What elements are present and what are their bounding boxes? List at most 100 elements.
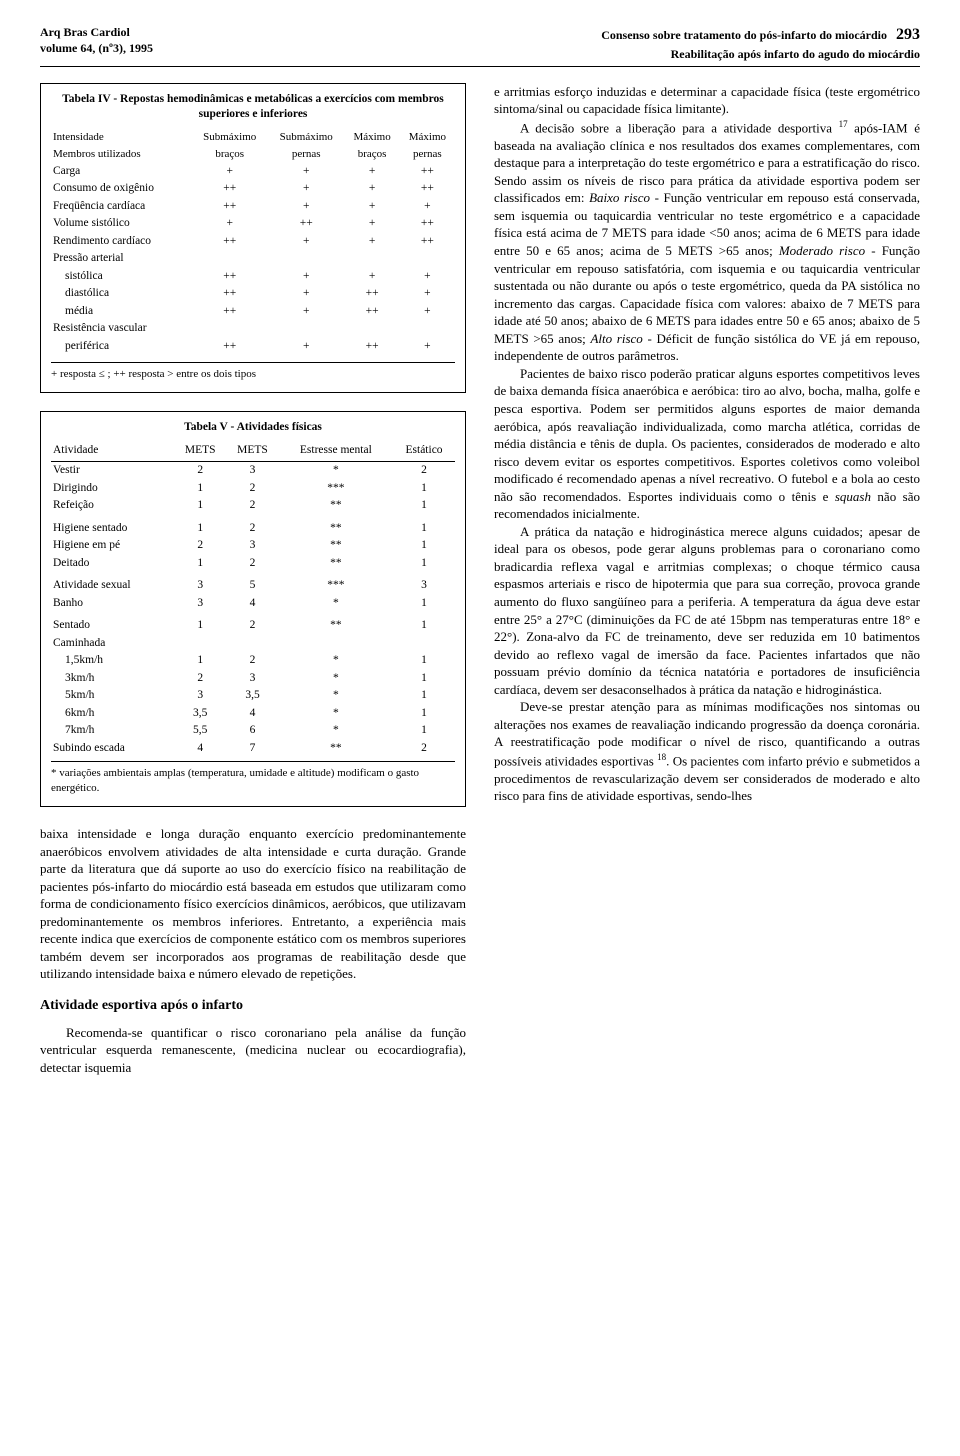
t5-h: METS xyxy=(226,442,278,462)
t5-h: Estresse mental xyxy=(279,442,393,462)
row-label: Carga xyxy=(51,163,191,181)
row-label: sistólica xyxy=(51,268,191,286)
page-number: 293 xyxy=(896,26,920,43)
header-left: Arq Bras Cardiol volume 64, (nº3), 1995 xyxy=(40,24,153,62)
row-label: Atividade sexual xyxy=(51,572,174,595)
row-label: média xyxy=(51,303,191,321)
cell: ++ xyxy=(191,233,268,251)
t4-h: Membros utilizados xyxy=(51,146,191,163)
rp3-squash: squash xyxy=(835,489,871,504)
cell: ** xyxy=(279,612,393,635)
right-column: e arritmias esforço induzidas e determin… xyxy=(494,83,920,1077)
journal-name: Arq Bras Cardiol xyxy=(40,24,153,40)
cell: + xyxy=(400,268,455,286)
table-row: 7km/h5,56*1 xyxy=(51,722,455,740)
cell: ++ xyxy=(400,163,455,181)
section-heading-sport: Atividade esportiva após o infarto xyxy=(40,997,466,1016)
table-5-header-row: Atividade METS METS Estresse mental Está… xyxy=(51,442,455,462)
table-row: Refeição12**1 xyxy=(51,497,455,515)
cell: + xyxy=(400,198,455,216)
cell: *** xyxy=(279,480,393,498)
cell: 3 xyxy=(393,572,455,595)
cell: 4 xyxy=(226,595,278,613)
cell: + xyxy=(344,268,399,286)
cell: * xyxy=(279,705,393,723)
t5-h: METS xyxy=(174,442,226,462)
cell: 4 xyxy=(226,705,278,723)
t4-h: Submáximo xyxy=(191,129,268,146)
rp3-a: Pacientes de baixo risco poderão pratica… xyxy=(494,366,920,504)
rp2-a: A decisão sobre a liberação para a ativi… xyxy=(520,120,839,135)
cell: ++ xyxy=(191,268,268,286)
cell: 2 xyxy=(393,740,455,758)
row-label: Volume sistólico xyxy=(51,215,191,233)
cell xyxy=(344,320,399,338)
cell: ++ xyxy=(344,285,399,303)
cell: + xyxy=(268,268,345,286)
table-row: Freqüência cardíaca+++++ xyxy=(51,198,455,216)
cell: ++ xyxy=(191,180,268,198)
row-label: Rendimento cardíaco xyxy=(51,233,191,251)
cell: ++ xyxy=(191,338,268,359)
table-row: Higiene em pé23**1 xyxy=(51,537,455,555)
risk-low: Baixo risco xyxy=(589,190,650,205)
row-label: Banho xyxy=(51,595,174,613)
table-4-header-row-1: Intensidade Submáximo Submáximo Máximo M… xyxy=(51,129,455,146)
cell: 4 xyxy=(174,740,226,758)
cell: + xyxy=(344,215,399,233)
table-row: diastólica++++++ xyxy=(51,285,455,303)
right-paragraph-2: A decisão sobre a liberação para a ativi… xyxy=(494,118,920,365)
cell: + xyxy=(344,163,399,181)
right-paragraph-5: Deve-se prestar atenção para as mínimas … xyxy=(494,698,920,805)
t4-h: pernas xyxy=(268,146,345,163)
t4-h: Máximo xyxy=(344,129,399,146)
cell: 1 xyxy=(393,652,455,670)
table-5-title: Tabela V - Atividades físicas xyxy=(51,420,455,436)
t5-h: Estático xyxy=(393,442,455,462)
risk-moderate: Moderado risco xyxy=(779,243,865,258)
row-label: Pressão arterial xyxy=(51,250,191,268)
row-label: 3km/h xyxy=(51,670,174,688)
table-row: 6km/h3,54*1 xyxy=(51,705,455,723)
cell: 3 xyxy=(174,687,226,705)
cell: + xyxy=(344,233,399,251)
cell: * xyxy=(279,722,393,740)
cell: *** xyxy=(279,572,393,595)
cell: 2 xyxy=(226,612,278,635)
cell xyxy=(191,250,268,268)
header-right: Consenso sobre tratamento do pós-infarto… xyxy=(601,24,920,62)
table-row: 1,5km/h12*1 xyxy=(51,652,455,670)
t4-h: Intensidade xyxy=(51,129,191,146)
cell: 1 xyxy=(174,515,226,538)
cell xyxy=(279,635,393,653)
row-label: Vestir xyxy=(51,462,174,480)
table-row: Sentado12**1 xyxy=(51,612,455,635)
cell: + xyxy=(268,338,345,359)
cell: 2 xyxy=(226,555,278,573)
cell: 6 xyxy=(226,722,278,740)
cell xyxy=(268,250,345,268)
right-paragraph-4: A prática da natação e hidroginástica me… xyxy=(494,523,920,698)
cell xyxy=(268,320,345,338)
cell xyxy=(393,635,455,653)
table-4-title: Tabela IV - Repostas hemodinâmicas e met… xyxy=(51,92,455,123)
table-5-note: * variações ambientais amplas (temperatu… xyxy=(51,761,455,796)
left-paragraph-2: Recomenda-se quantificar o risco coronar… xyxy=(40,1024,466,1077)
table-row: Rendimento cardíaco++++++ xyxy=(51,233,455,251)
cell: 1 xyxy=(393,595,455,613)
left-paragraph-1: baixa intensidade e longa duração enquan… xyxy=(40,825,466,983)
cell: 1 xyxy=(393,705,455,723)
t4-h: braços xyxy=(344,146,399,163)
cell: + xyxy=(400,338,455,359)
cell: 2 xyxy=(226,480,278,498)
cell: 1 xyxy=(174,555,226,573)
row-label: diastólica xyxy=(51,285,191,303)
cell: 1 xyxy=(393,480,455,498)
row-label: 6km/h xyxy=(51,705,174,723)
table-row: Carga+++++ xyxy=(51,163,455,181)
cell: ** xyxy=(279,515,393,538)
table-row: Vestir23*2 xyxy=(51,462,455,480)
cell: 3 xyxy=(226,537,278,555)
cell: ++ xyxy=(191,285,268,303)
cell: 3 xyxy=(226,670,278,688)
